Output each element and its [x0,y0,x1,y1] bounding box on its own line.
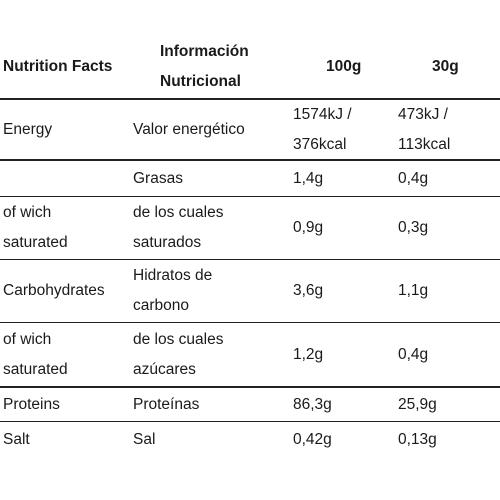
table-row: Carbohydrates Hidratos de carbono 3,6g 1… [0,261,500,321]
row-divider [0,259,500,260]
row-value-30g: 1,1g [398,282,429,299]
row-value-30g: 0,4g [398,170,429,187]
row-label-en: Energy [3,121,53,138]
header-informacion-nutricional: Información Nutricional [160,43,249,90]
row-value-100g: 86,3g [293,396,332,413]
row-value-100g: 1,4g [293,170,324,187]
row-divider [0,322,500,323]
row-value-100g: 3,6g [293,282,324,299]
row-divider [0,159,500,161]
header-30g: 30g [432,58,459,75]
row-value-30g: 25,9g [398,396,437,413]
row-label-en: Proteins [3,396,60,413]
row-label-es: Grasas [133,170,183,187]
row-label-en: Salt [3,431,30,448]
table-row: Proteins Proteínas 86,3g 25,9g [0,388,500,421]
header-nutrition-facts: Nutrition Facts [3,58,113,75]
table-row: of wich saturated de los cuales saturado… [0,198,500,258]
table-row: of wich saturated de los cuales azúcares… [0,325,500,385]
row-value-100g: 1574kJ / 376kcal [293,106,352,153]
table-row: Energy Valor energético 1574kJ / 376kcal… [0,100,500,160]
row-value-100g: 0,42g [293,431,332,448]
row-label-en: of wich saturated [3,204,68,251]
row-value-30g: 473kJ / 113kcal [398,106,451,153]
table-row: Grasas 1,4g 0,4g [0,161,500,196]
table-header: Nutrition Facts Información Nutricional … [0,0,500,98]
row-label-en: Carbohydrates [3,282,105,299]
row-divider [0,421,500,422]
row-label-en: of wich saturated [3,331,68,378]
row-label-es: de los cuales saturados [133,204,224,251]
header-divider [0,98,500,100]
row-label-es: Hidratos de carbono [133,267,213,314]
row-value-30g: 0,4g [398,346,429,363]
row-divider [0,196,500,197]
row-divider [0,386,500,388]
row-label-es: de los cuales azúcares [133,331,224,378]
row-value-30g: 0,3g [398,219,429,236]
row-label-es: Sal [133,431,156,448]
row-label-es: Proteínas [133,396,200,413]
table-row: Salt Sal 0,42g 0,13g [0,423,500,456]
row-value-100g: 0,9g [293,219,324,236]
header-100g: 100g [326,58,362,75]
row-value-30g: 0,13g [398,431,437,448]
row-value-100g: 1,2g [293,346,324,363]
row-label-es: Valor energético [133,121,245,138]
